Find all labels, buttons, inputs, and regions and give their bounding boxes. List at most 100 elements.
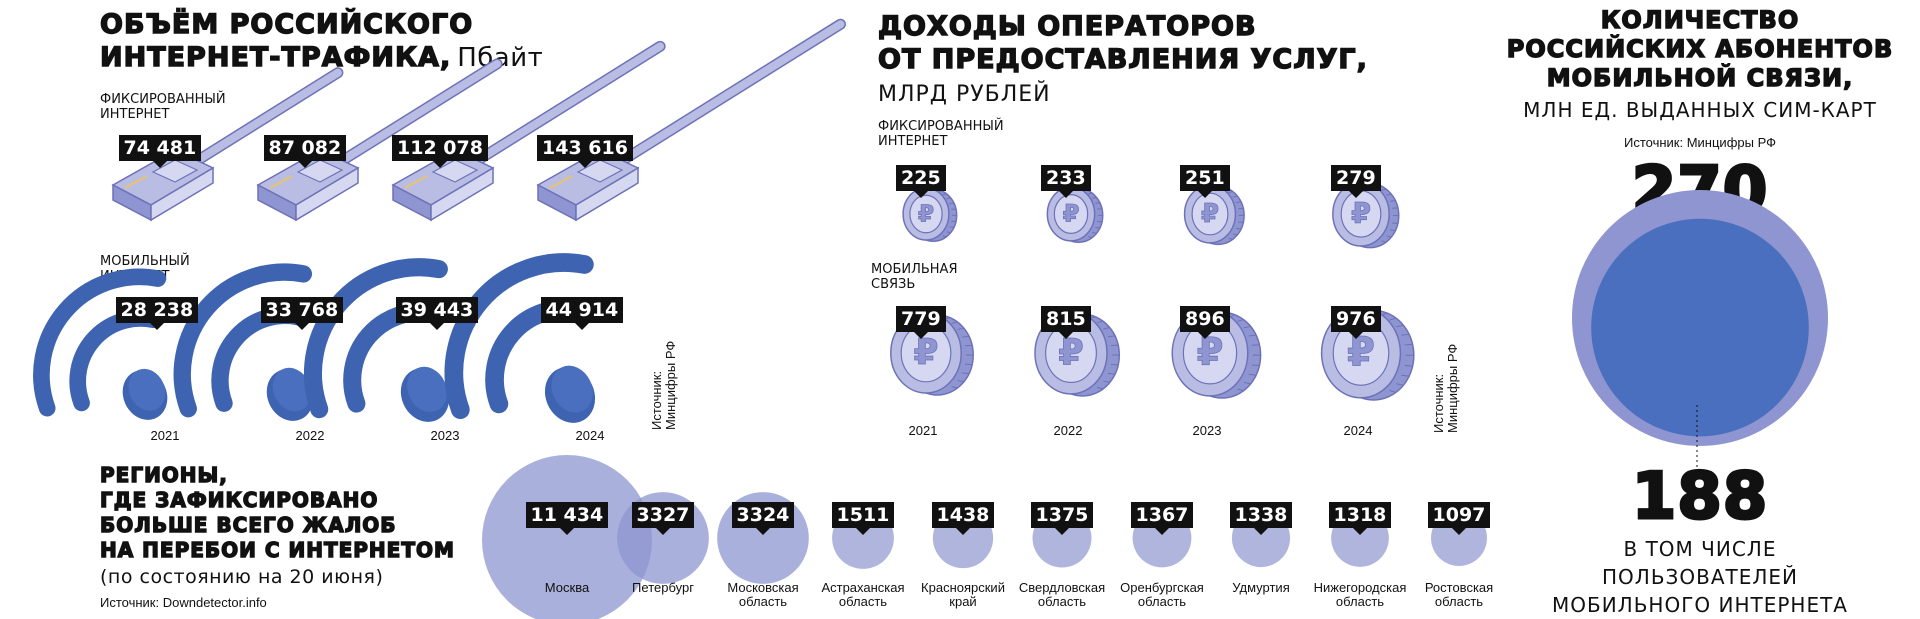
coin-ridge [1236,227,1242,230]
regions-title-line4: на перебои с интернетом [99,537,455,562]
coin-ridge [1092,231,1097,234]
revenue-fixed-label-2: ИНТЕРНЕТ [878,134,948,149]
coin-ridge [1107,335,1116,338]
region-name-line: Астраханская [821,580,905,595]
coin-ridge [1404,365,1413,367]
region-name: Московская область [708,581,818,609]
traffic-year: 2022 [295,428,325,443]
revenue-title-line1: Доходы операторов [877,10,1257,42]
region-name: Красноярский край [908,581,1018,609]
revenue-fixed-label: ФИКСИРОВАННЫЙ ИНТЕРНЕТ [878,119,1004,149]
revenue-fixed-value: 225 [896,165,946,198]
region-name-line: Москва [544,580,590,595]
regions-title: Регионы, где зафиксировано больше всего … [99,462,455,563]
region-name-line: Удмуртия [1232,580,1290,595]
region-value: 1367 [1130,502,1194,535]
coin-ridge [1251,344,1260,346]
connector-clip [576,159,624,183]
region-name: Удмуртия [1206,581,1316,595]
subs-title-line1: Количество [1600,5,1800,34]
subs-mobile-internet: 188 [1630,460,1769,534]
ruble-icon: ₽ [1351,196,1371,230]
traffic-mobile-label-1: МОБИЛЬНЫЙ [100,254,190,269]
coin-ridge [1381,188,1387,191]
traffic-fixed-value: 112 078 [392,135,488,168]
connector-pin [269,175,293,189]
revenue-fixed-value: 279 [1331,165,1381,198]
cable [191,68,342,166]
coin-ridge [1088,236,1093,239]
subs-unit: МЛН ЕД. ВЫДАННЫХ СИМ-КАРТ [1523,98,1877,122]
region-name: Москва [512,581,622,595]
region-name: Нижегородская область [1305,581,1415,609]
coin-ridge [1381,240,1387,243]
subs-sub-label: В ТОМ ЧИСЛЕ ПОЛЬЗОВАТЕЛЕЙ МОБИЛЬНОГО ИНТ… [1480,535,1920,619]
region-name-line: область [1434,594,1484,609]
coin-fixed-icon: ₽ [1046,186,1104,243]
region-name: Петербург [608,581,718,595]
revenue-mobile-label: МОБИЛЬНАЯ СВЯЗЬ [871,262,958,292]
region-name: Оренбургская область [1107,581,1217,609]
connector-side [430,166,494,222]
region-name-line: область [1137,594,1187,609]
region-value: 1511 [831,502,895,535]
region-name-line: область [1335,594,1385,609]
region-name-line: Свердловская [1018,580,1106,595]
revenue-year: 2023 [1192,423,1222,438]
subs-title: Количество российских абонентов мобильно… [1480,5,1920,93]
revenue-fixed-value: 251 [1180,165,1230,198]
revenue-title-line2: от предоставления услуг, [877,43,1368,75]
region-value: 1097 [1427,502,1491,535]
ruble-icon: ₽ [918,199,934,227]
region-name-line: Ростовская [1424,580,1494,595]
region-name-line: область [838,594,888,609]
traffic-fixed-label-2: ИНТЕРНЕТ [100,107,170,122]
traffic-mobile-value: 28 238 [115,297,199,330]
coin-ridge [1228,191,1233,194]
region-name-line: Красноярский [921,580,1005,595]
coin-ridge [1237,319,1244,322]
coin-ridge [1389,200,1396,202]
coin-ridge [1243,325,1251,329]
regions-title-line2: где зафиксировано [99,487,379,512]
coin-ridge [962,372,970,375]
coin-ridge [1401,374,1410,377]
regions-title-line3: больше всего жалоб [99,512,397,537]
region-name: Ростовская область [1404,581,1514,609]
coin-ridge [1088,192,1093,195]
revenue-mobile-label-2: СВЯЗЬ [871,277,916,292]
ethernet-connector-icon [536,149,640,222]
coin-ridge [951,386,958,389]
coin-ridge [1396,324,1404,328]
coin-ridge [1095,202,1100,204]
coin-ridge [1103,380,1110,383]
region-value: 1375 [1030,502,1094,535]
traffic-fixed-label: ФИКСИРОВАННЫЙ ИНТЕРНЕТ [100,92,226,122]
coin-ridge [1232,233,1238,236]
coin-ridge [1389,317,1397,321]
coin-ridge [1232,195,1238,198]
cable [616,20,845,166]
subs-source: Источник: Минцифры РФ [1624,135,1776,150]
coin-ridge [1389,229,1396,232]
revenue-fixed-value: 233 [1041,165,1091,198]
traffic-title-line2-wrap: интернет-трафика, Пбайт [99,41,543,75]
connector-clip [296,159,344,183]
connector-side [150,166,214,222]
traffic-fixed-value: 143 616 [537,135,633,168]
coin-ridge [946,231,951,234]
region-name-line: Петербург [632,580,694,595]
coin-ridge [942,235,947,238]
traffic-mobile-value: 33 768 [260,297,344,330]
coin-ridge [1248,373,1257,376]
wifi-arc-outer [33,268,167,417]
revenue-year: 2022 [1053,423,1083,438]
cable [471,42,665,166]
revenue-mobile-value: 896 [1180,306,1230,339]
region-value: 3324 [731,502,795,535]
region-name-line: Оренбургская [1120,580,1204,595]
traffic-title-line2: интернет-трафика, [99,41,452,73]
subs-title-line2: российских абонентов [1506,34,1894,63]
ethernet-connector-icon [111,149,215,222]
coin-fixed-icon: ₽ [1332,181,1400,249]
